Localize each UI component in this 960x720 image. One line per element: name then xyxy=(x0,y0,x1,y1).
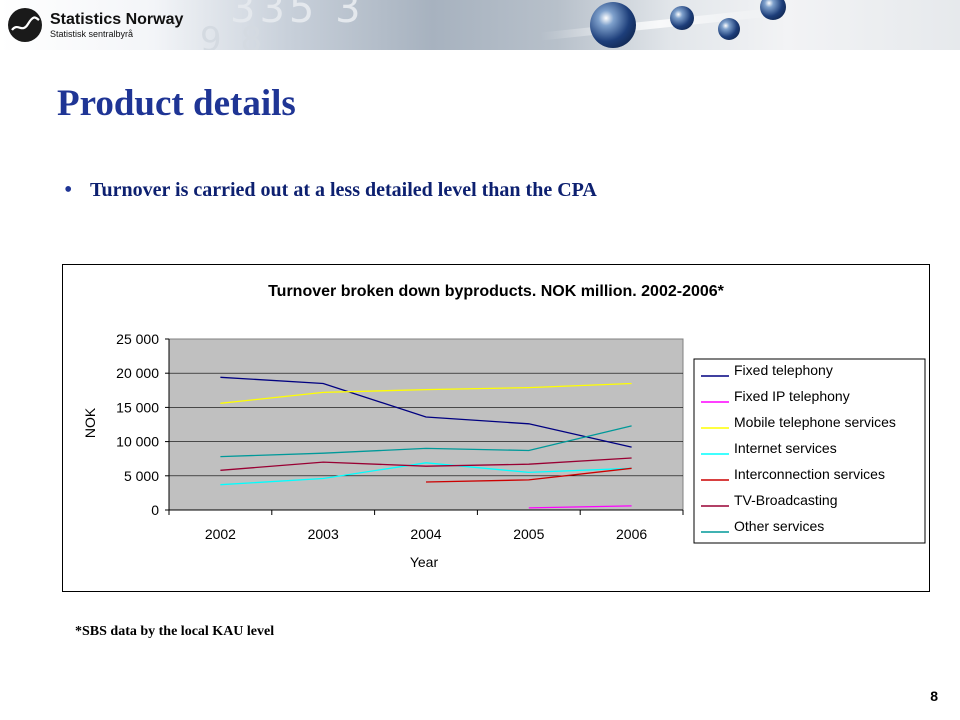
banner-sphere xyxy=(670,6,694,30)
banner-decoration-2: 9 8 xyxy=(200,20,267,50)
turnover-line-chart: Turnover broken down byproducts. NOK mil… xyxy=(82,283,926,570)
legend-label: Interconnection services xyxy=(734,466,885,482)
org-name: Statistics Norway xyxy=(50,11,184,28)
footnote: *SBS data by the local KAU level xyxy=(75,624,275,639)
legend-label: Mobile telephone services xyxy=(734,414,896,430)
banner-light-streak xyxy=(540,7,780,41)
legend-label: Fixed IP telephony xyxy=(734,388,850,404)
header-banner: 335 3 9 8 Statistics Norway Statistisk s… xyxy=(0,0,960,50)
org-subname: Statistisk sentralbyrå xyxy=(50,29,134,39)
legend-label: Other services xyxy=(734,518,824,534)
x-tick-label: 2004 xyxy=(410,526,441,542)
series-line-other-services xyxy=(220,425,632,458)
series-line-fixed-telephony xyxy=(220,376,632,448)
series-line-tv-broadcasting xyxy=(220,457,632,471)
y-tick-label: 5 000 xyxy=(124,468,159,484)
y-tick-label: 15 000 xyxy=(116,399,159,415)
bullet-text: Turnover is carried out at a less detail… xyxy=(90,179,597,201)
banner-sphere xyxy=(718,18,740,40)
series-line-interconnection-services xyxy=(425,467,632,483)
banner-sphere xyxy=(590,2,636,48)
x-tick-label: 2005 xyxy=(513,526,544,542)
series-line-mobile-telephone-services xyxy=(220,382,632,404)
y-tick-label: 10 000 xyxy=(116,434,159,450)
x-tick-label: 2002 xyxy=(205,526,236,542)
banner-sphere xyxy=(760,0,786,20)
statistics-norway-logo: Statistics Norway Statistisk sentralbyrå xyxy=(8,8,183,42)
bullet-dot-icon: • xyxy=(64,177,73,203)
legend-label: Fixed telephony xyxy=(734,362,833,378)
banner-decoration: 335 3 xyxy=(230,0,365,32)
x-tick-label: 2006 xyxy=(616,526,647,542)
y-tick-label: 20 000 xyxy=(116,365,159,381)
legend-label: TV-Broadcasting xyxy=(734,492,838,508)
chart-title: Turnover broken down byproducts. NOK mil… xyxy=(268,283,725,300)
legend-label: Internet services xyxy=(734,440,837,456)
series-line-fixed-ip-telephony xyxy=(528,505,632,509)
page-title: Product details xyxy=(57,83,296,124)
y-axis-label: NOK xyxy=(82,407,98,438)
legend-box xyxy=(693,358,926,544)
logo-mark-icon xyxy=(8,8,42,42)
x-axis-label: Year xyxy=(410,554,439,570)
page-number: 8 xyxy=(930,688,938,704)
x-tick-label: 2003 xyxy=(308,526,339,542)
y-tick-label: 0 xyxy=(151,502,159,518)
series-line-internet-services xyxy=(220,462,632,486)
y-tick-label: 25 000 xyxy=(116,331,159,347)
plot-area xyxy=(168,338,684,511)
chart-frame: Turnover broken down byproducts. NOK mil… xyxy=(62,264,930,592)
bullet-item: • Turnover is carried out at a less deta… xyxy=(64,177,597,204)
